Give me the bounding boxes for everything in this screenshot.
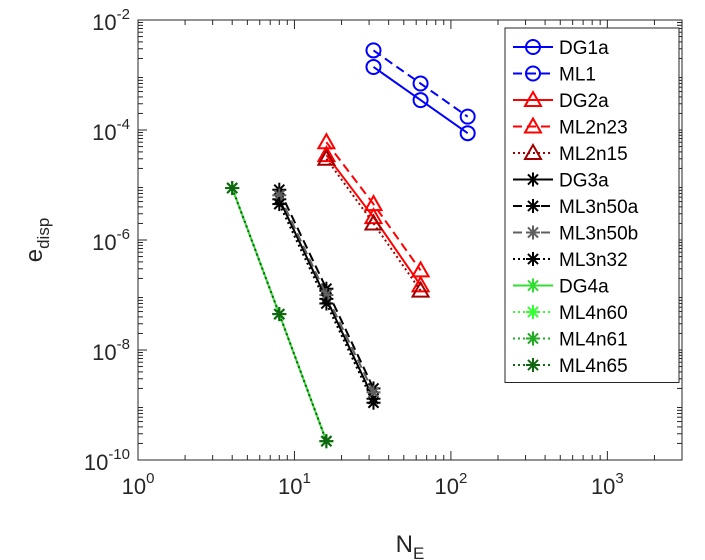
data-point	[363, 213, 384, 231]
data-point	[272, 307, 287, 322]
data-point	[319, 296, 334, 311]
axes: 100 101 102 103 10-2 10-4 10-6 10-8 10-10 NE edisp	[21, 6, 683, 560]
data-point	[365, 42, 382, 59]
legend-label: ML4n65	[559, 356, 628, 377]
series-line	[325, 141, 422, 271]
legend-marker	[526, 278, 540, 293]
legend-marker	[526, 252, 540, 266]
data-point	[272, 188, 287, 203]
legend-entry: ML2n15	[513, 142, 628, 165]
series-ml2n15	[316, 148, 431, 298]
data-point	[316, 132, 337, 150]
legend-label: ML1	[559, 65, 596, 86]
series-line	[372, 66, 469, 135]
legend-entry: ML3n50a	[513, 197, 639, 218]
legend-entry: DG3a	[513, 171, 609, 192]
legend-label: DG2a	[559, 91, 609, 112]
legend-entry: DG1a	[513, 38, 609, 59]
legend-marker	[523, 142, 543, 160]
legend-marker	[526, 199, 540, 213]
legend-label: ML3n32	[559, 250, 628, 271]
legend-marker	[525, 39, 541, 55]
data-point	[319, 434, 334, 449]
legend-entry: DG2a	[513, 89, 609, 112]
series-line	[325, 158, 422, 292]
data-point	[316, 145, 337, 163]
series-ml4n65	[225, 181, 334, 449]
data-point	[366, 395, 381, 410]
legend-marker	[523, 89, 543, 107]
series-dg1a	[365, 58, 476, 142]
legend-label: ML4n61	[559, 330, 628, 351]
legend-label: ML4n60	[559, 303, 628, 324]
data-point	[272, 197, 287, 212]
x-axis-label: NE	[396, 531, 425, 560]
legend-marker	[526, 331, 540, 346]
legend-label: ML2n15	[559, 144, 628, 165]
legend-entry: ML3n32	[513, 250, 628, 271]
series-line	[278, 189, 375, 389]
data-point	[363, 194, 384, 212]
x-tick-label: 100	[122, 470, 155, 499]
x-tick-label: 101	[278, 470, 311, 499]
data-point	[459, 108, 476, 125]
data-point	[412, 75, 429, 92]
series-ml3n32	[272, 197, 381, 410]
legend-label: ML2n23	[559, 118, 628, 139]
y-axis-label: edisp	[21, 218, 53, 263]
legend-label: ML3n50a	[559, 197, 639, 218]
legend-entry: ML4n65	[513, 356, 628, 377]
series-layer	[225, 42, 476, 449]
legend-label: DG3a	[559, 171, 609, 192]
legend-marker	[526, 358, 540, 372]
legend-entry: ML4n61	[513, 330, 628, 351]
y-tick-label: 10-10	[84, 446, 130, 475]
series-ml1	[365, 42, 476, 125]
x-tick-label: 102	[434, 470, 467, 499]
x-tick-label: 103	[591, 470, 624, 499]
data-point	[316, 148, 337, 166]
data-point	[410, 275, 431, 293]
legend-marker	[525, 65, 541, 82]
series-line	[325, 154, 422, 286]
legend-entry: ML4n60	[513, 303, 628, 324]
data-point	[363, 207, 384, 225]
y-tick-label: 10-4	[92, 116, 130, 145]
legend-label: DG4a	[559, 277, 609, 298]
legend: DG1a ML1 DG2a ML2n23 ML2n15 DG3a ML3n50a ML3n50…	[504, 27, 680, 383]
series-line	[278, 194, 375, 393]
series-ml2n23	[316, 132, 431, 278]
data-point	[365, 58, 382, 75]
y-tick-label: 10-6	[92, 226, 130, 255]
data-point	[225, 181, 240, 196]
series-line	[372, 49, 469, 118]
legend-marker	[523, 116, 543, 134]
legend-entry: ML2n23	[513, 116, 628, 139]
legend-label: DG1a	[559, 38, 609, 59]
series-dg2a	[316, 145, 431, 293]
data-point	[412, 92, 429, 109]
data-point	[410, 280, 431, 298]
legend-marker	[526, 225, 540, 240]
y-tick-label: 10-2	[92, 6, 130, 35]
legend-entry: DG4a	[513, 277, 609, 298]
data-point	[459, 125, 476, 142]
legend-label: ML3n50b	[559, 224, 638, 245]
legend-entry: ML1	[513, 65, 596, 86]
data-point	[410, 260, 431, 278]
legend-entry: ML3n50b	[513, 224, 638, 245]
legend-marker	[526, 305, 540, 319]
legend-marker	[526, 172, 540, 187]
y-tick-label: 10-8	[92, 336, 130, 365]
